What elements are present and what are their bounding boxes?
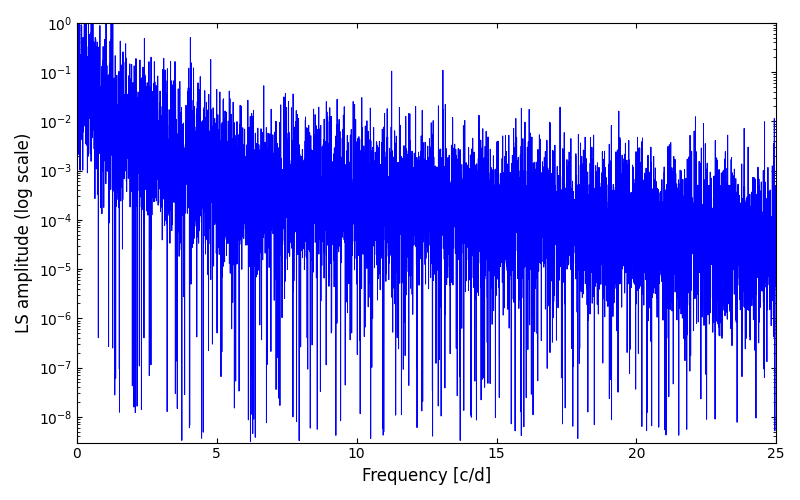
X-axis label: Frequency [c/d]: Frequency [c/d]: [362, 467, 491, 485]
Y-axis label: LS amplitude (log scale): LS amplitude (log scale): [15, 132, 33, 333]
